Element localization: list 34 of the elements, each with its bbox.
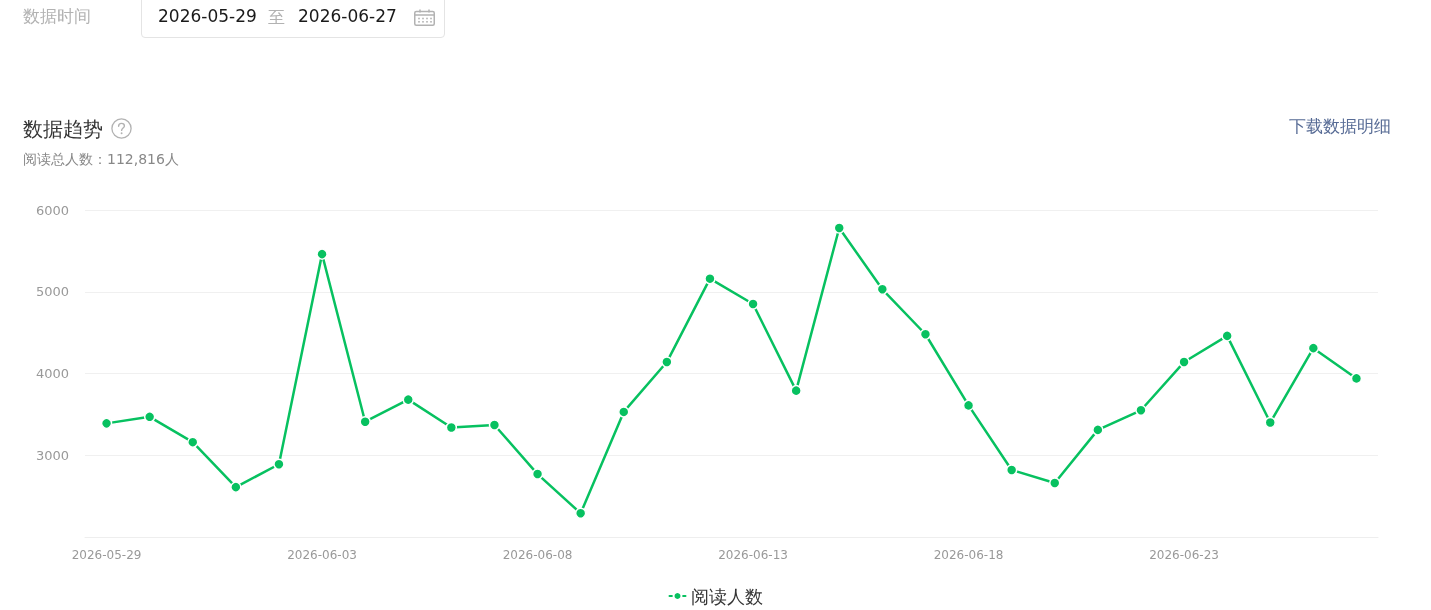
y-tick-label: 6000 [35,202,69,218]
x-tick-label: 2026-06-18 [933,548,1004,562]
y-tick-label: 5000 [35,284,69,300]
point [230,481,242,493]
point [919,328,932,341]
x-tick-label: 2026-06-08 [502,548,573,562]
point [1005,464,1018,476]
chart-title: 数据趋势 [23,116,103,143]
text: 至 [268,6,285,29]
point [618,406,630,418]
point [187,436,199,448]
y-tick-label: 4000 [35,366,69,381]
point [1049,477,1061,489]
point [316,248,328,260]
text: 2026-06-27 [298,6,397,26]
point [1221,330,1233,342]
legend-label: 阅读人数 [690,585,763,607]
point [876,283,889,296]
point [531,468,544,480]
point [747,298,759,310]
x-tick-label: 2026-06-23 [1149,548,1219,562]
text: 2026-05-29 [158,6,257,26]
point [273,458,285,470]
text: 数据时间 [23,5,91,28]
point [1092,424,1104,436]
point [488,419,501,431]
text: 下载数据明细 [1289,115,1391,138]
x-tick-label: 2026-05-29 [71,548,142,562]
point [1307,342,1320,354]
x-tick-label: 2026-06-03 [287,548,357,562]
y-tick-label: 3000 [35,447,69,463]
chart-subtitle: 阅读总人数：112,816人 [23,151,179,169]
point [1178,356,1190,368]
x-tick-label: 2026-06-13 [718,548,788,562]
